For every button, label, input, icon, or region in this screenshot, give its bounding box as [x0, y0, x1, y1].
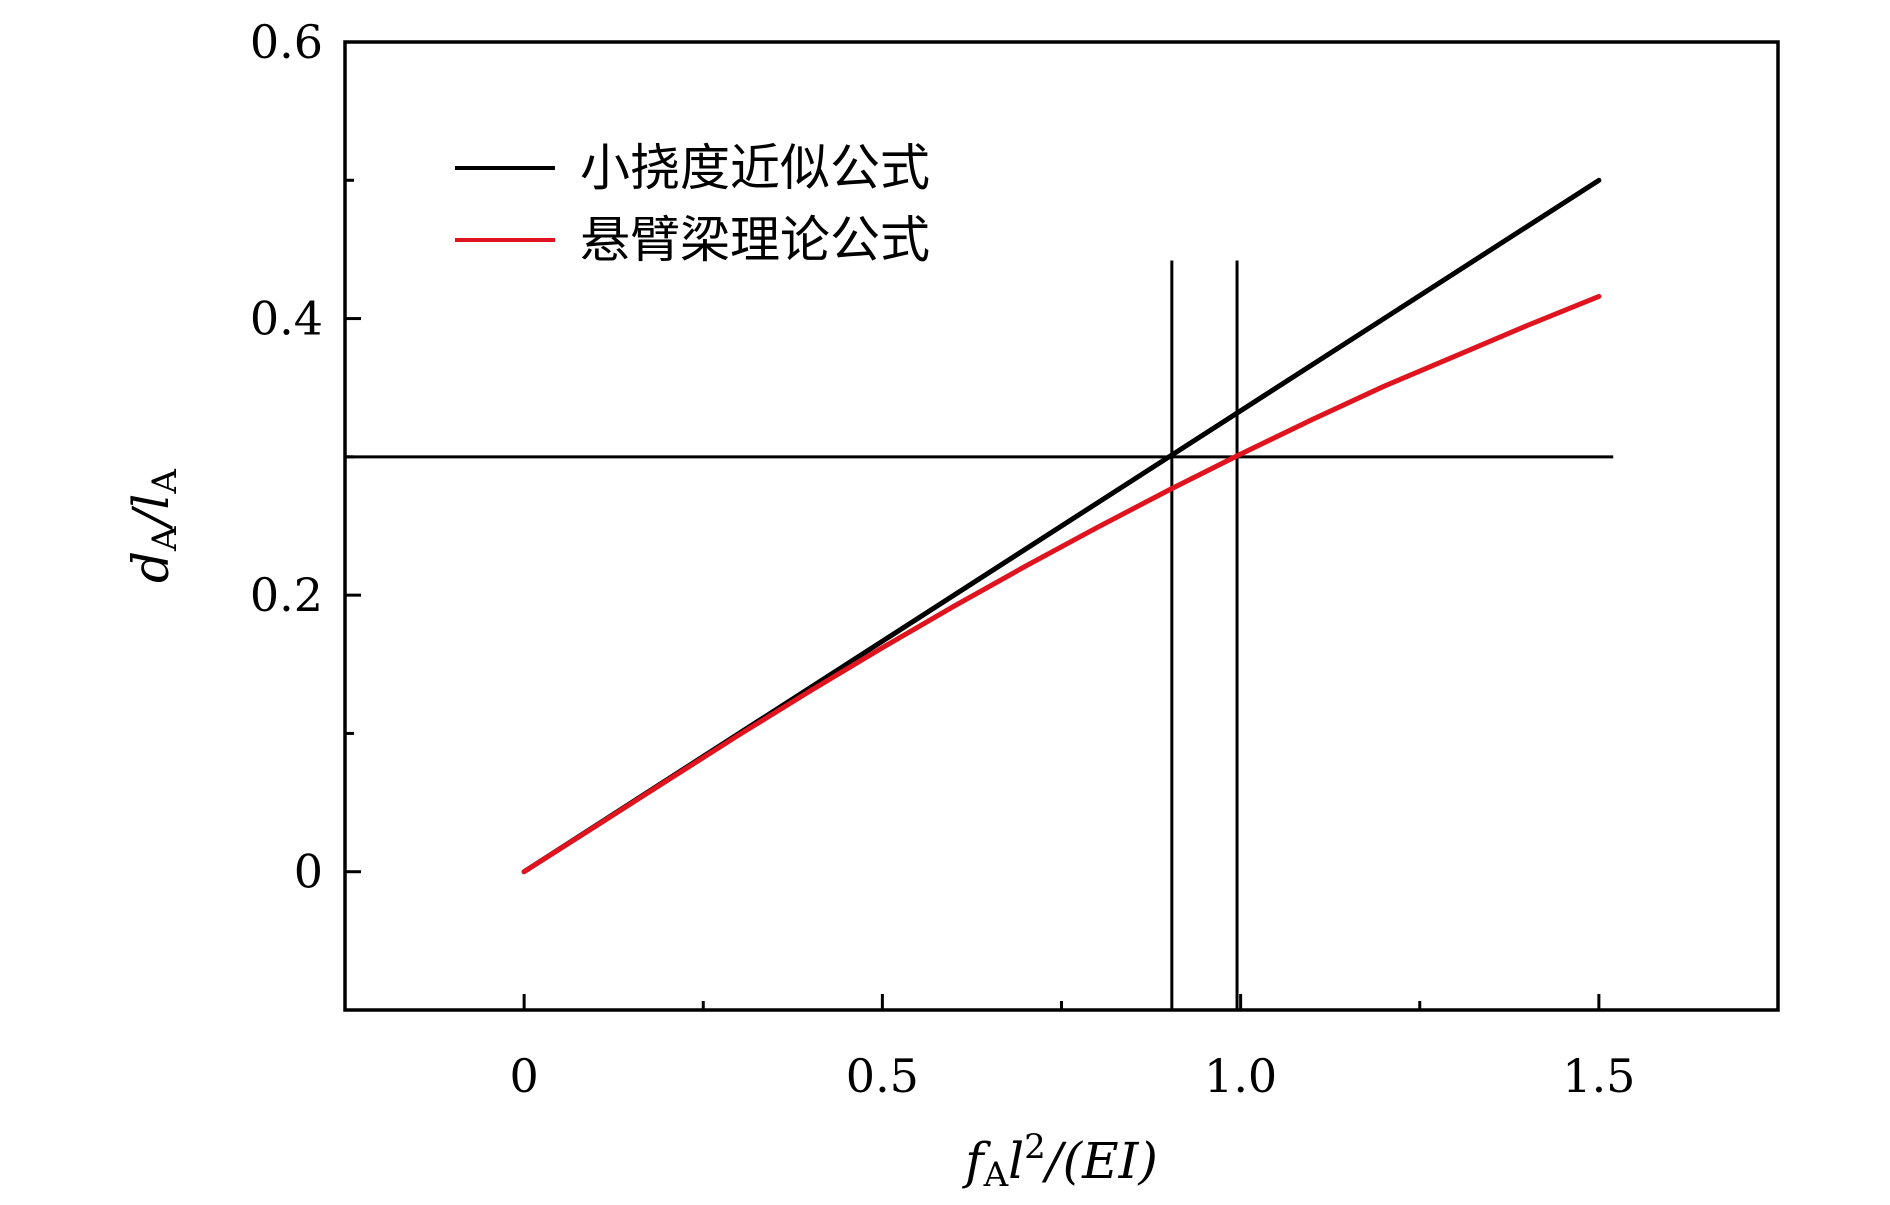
y-label-sub2: A: [145, 469, 185, 495]
x-tick-label: 0.5: [846, 1049, 919, 1103]
y-label-mid: /l: [122, 494, 180, 531]
x-tick-label: 0: [509, 1049, 538, 1103]
x-tick-label: 1.5: [1562, 1049, 1635, 1103]
y-label-sub: A: [145, 526, 185, 552]
legend-label: 悬臂梁理论公式: [580, 211, 930, 269]
x-label-sup: 2: [1024, 1127, 1046, 1167]
reference-lines: [345, 260, 1614, 1010]
y-label-base: d: [122, 551, 180, 583]
y-tick-label: 0: [294, 845, 323, 899]
x-label-mid: l: [1008, 1132, 1024, 1190]
x-label-sub: A: [983, 1155, 1009, 1195]
x-label-tail: /(EI): [1042, 1132, 1158, 1190]
legend-label: 小挠度近似公式: [580, 139, 930, 197]
axis-ticks: 0 0.5 1.0 1.5 0 0.2 0.4 0.6: [250, 15, 1636, 1103]
y-tick-label: 0.4: [250, 292, 323, 346]
y-axis-label: dA/lA: [122, 469, 185, 583]
series-lines: [521, 177, 1602, 875]
y-tick-label: 0.2: [250, 568, 323, 622]
x-tick-label: 1.0: [1204, 1049, 1277, 1103]
x-axis-label: fAl2/(EI): [961, 1127, 1158, 1195]
y-tick-label: 0.6: [250, 15, 323, 69]
series-line: [521, 293, 1602, 875]
